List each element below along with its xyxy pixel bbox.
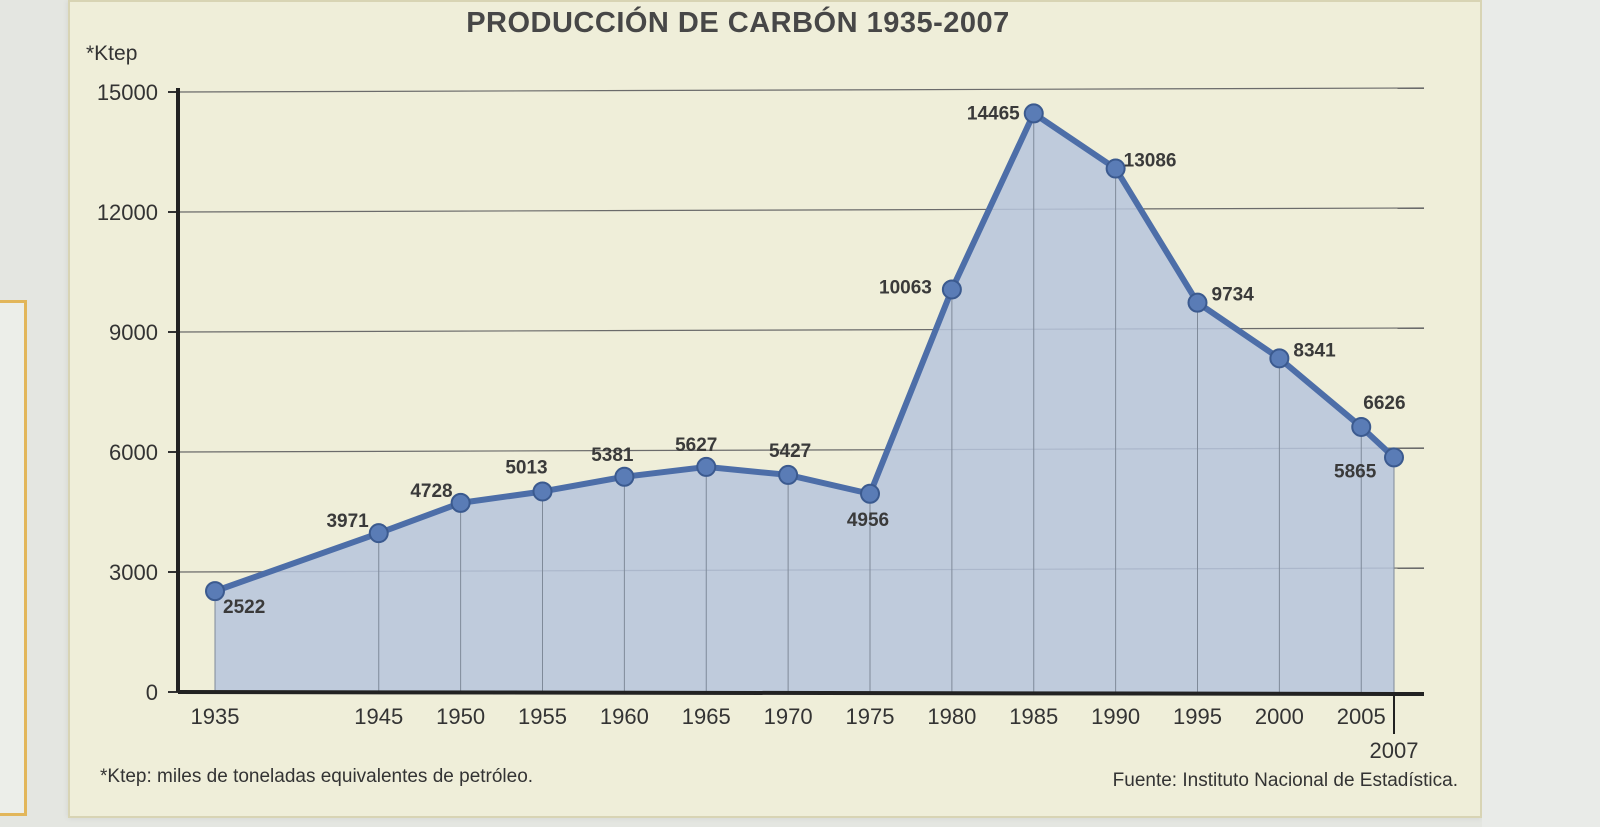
data-point [860, 483, 880, 504]
data-label: 14465 [967, 103, 1020, 124]
x-tick-label: 1985 [1009, 704, 1058, 729]
drop-lines [214, 113, 1395, 692]
data-point [1187, 292, 1208, 313]
data-label: 4728 [410, 481, 452, 502]
data-label: 9734 [1212, 285, 1255, 306]
gridline [177, 207, 1425, 213]
x-tick-label: 1965 [682, 704, 731, 729]
data-label: 10063 [879, 277, 932, 298]
data-point [778, 464, 799, 485]
x-tick-label: 1950 [436, 704, 485, 729]
y-tick-label: 3000 [109, 560, 158, 585]
data-point [205, 581, 225, 602]
data-label: 5427 [769, 441, 811, 462]
x-tick-label: 2005 [1337, 704, 1386, 729]
x-tick-label: 1945 [354, 704, 403, 729]
gridline [177, 87, 1425, 93]
y-tick-label: 9000 [109, 320, 158, 345]
axes [168, 88, 1425, 734]
x-axis [177, 690, 1425, 696]
source-note: Fuente: Instituto Nacional de Estadístic… [1113, 770, 1458, 791]
area-shape [215, 113, 1394, 692]
data-label: 2522 [223, 597, 265, 618]
data-label: 5865 [1334, 461, 1377, 482]
data-point [941, 279, 962, 300]
data-point [1023, 103, 1044, 124]
data-label: 3971 [326, 511, 369, 532]
data-point [1105, 158, 1126, 179]
area-fill [215, 113, 1394, 692]
x-tick-labels: 1935 1945 1950 1955 1960 1965 1970 1975 1980 1985… [191, 704, 1419, 763]
y-tick-label: 6000 [109, 440, 158, 465]
data-points [205, 103, 1404, 602]
data-point [1269, 348, 1290, 369]
data-label: 6626 [1363, 393, 1405, 414]
footnote: *Ktep: miles de toneladas equivalentes d… [100, 766, 533, 787]
data-label: 5381 [591, 445, 634, 466]
x-tick-label: 1935 [191, 704, 240, 729]
x-tick-label: 1955 [518, 704, 567, 729]
data-point [696, 456, 717, 477]
data-point [614, 466, 635, 487]
page-edge [0, 300, 27, 816]
x-tick-label: 1995 [1173, 704, 1222, 729]
chart-title: PRODUCCIÓN DE CARBÓN 1935-2007 [466, 5, 1010, 39]
x-tick-label: 1960 [600, 704, 649, 729]
data-label: 4956 [847, 510, 889, 531]
x-tick-label: 1990 [1091, 704, 1140, 729]
y-tick-label: 12000 [97, 200, 158, 225]
x-tick-label: 1975 [846, 704, 895, 729]
data-label: 5627 [675, 435, 717, 456]
data-label: 13086 [1124, 151, 1177, 172]
page-margin [1482, 0, 1600, 827]
data-point [1351, 416, 1372, 437]
data-label: 8341 [1293, 340, 1336, 361]
data-point [532, 481, 553, 502]
data-labels: 2522 3971 4728 5013 5381 5627 5427 4956 10063 144… [223, 103, 1406, 618]
y-tick-label: 0 [146, 680, 158, 705]
y-tick-labels: 0 3000 6000 9000 12000 15000 [97, 80, 158, 705]
x-tick-label: 2007 [1370, 738, 1419, 763]
y-axis-unit-label: *Ktep [86, 42, 137, 65]
x-tick-label: 1970 [764, 704, 813, 729]
data-point [1384, 447, 1404, 468]
x-tick-label: 2000 [1255, 704, 1304, 729]
data-point [368, 523, 389, 544]
y-tick-label: 15000 [97, 80, 158, 105]
x-tick-label: 1980 [927, 704, 976, 729]
data-label: 5013 [505, 457, 547, 478]
data-point [450, 492, 471, 513]
